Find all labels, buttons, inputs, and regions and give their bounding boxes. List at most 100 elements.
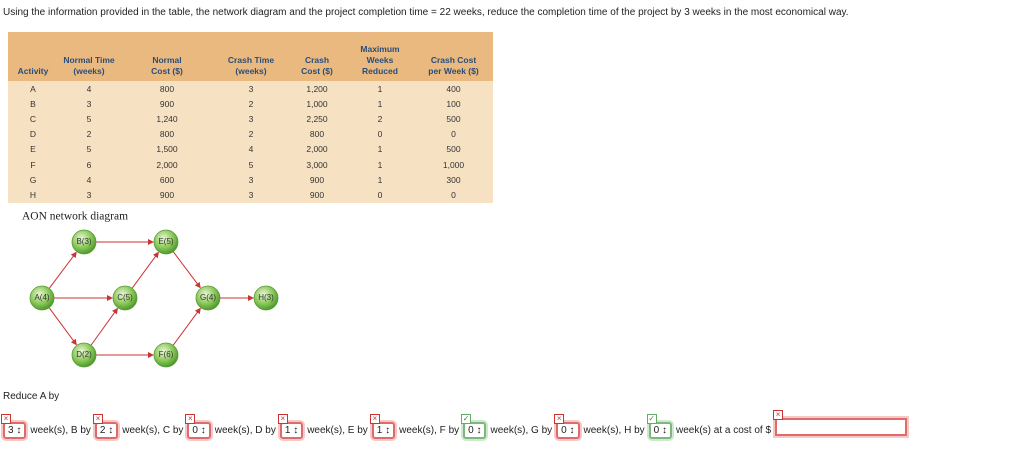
node-label: H(3) (258, 293, 274, 302)
table-cell: 1,240 (120, 111, 214, 127)
week-select[interactable]: 3 ↕ (3, 422, 27, 439)
table-cell: 3 (58, 187, 120, 203)
select-value: 1 (376, 425, 383, 436)
table-cell: C (8, 111, 58, 127)
header-line: Activity (17, 66, 49, 76)
field-suffix: week(s) at a cost of $ (675, 425, 772, 436)
table-cell: 600 (120, 172, 214, 188)
node-label: G(4) (200, 293, 216, 302)
table-cell: 1 (346, 156, 414, 173)
arrow (90, 307, 118, 346)
table-cell: H (8, 187, 58, 203)
activity-node (153, 342, 179, 368)
cost-field: × (773, 410, 908, 439)
table-row: G 4 600 3 900 1 300 (8, 172, 493, 188)
answer-field: ✓ 0 ↕ (461, 414, 487, 439)
arrow (48, 251, 77, 289)
node-label: C(5) (117, 293, 133, 302)
table-row: H 3 900 3 900 0 0 (8, 187, 493, 203)
status-icon: × (92, 414, 103, 424)
select-value: 0 (192, 425, 198, 436)
table-cell: 400 (414, 81, 493, 97)
header-line: Reduced (362, 66, 398, 76)
field-suffix: week(s), F by (399, 425, 460, 436)
activity-node (253, 285, 279, 311)
week-select[interactable]: 1 ↕ (279, 422, 304, 439)
network-diagram: AON network diagram A(4) B(3) C(5) D(2) E(5)… (22, 211, 279, 368)
table-cell: 3 (58, 96, 120, 112)
table-cell: 3 (214, 81, 288, 97)
activity-node (29, 285, 55, 311)
week-select[interactable]: 0 ↕ (463, 422, 487, 439)
table-cell: 1,000 (414, 156, 493, 173)
table-cell: 4 (58, 81, 120, 97)
table-cell: 5 (214, 156, 288, 173)
node-label: A(4) (34, 293, 49, 302)
table-row: D 2 800 2 800 0 0 (8, 126, 493, 142)
activity-node (71, 342, 97, 368)
header-line: Normal Time (63, 55, 115, 65)
select-value: 3 (8, 425, 14, 436)
table-cell: 1,200 (288, 81, 346, 97)
table-cell: 2,000 (288, 141, 346, 157)
select-value: 0 (561, 425, 567, 436)
status-icon: ✓ (461, 414, 472, 424)
table-row: E 5 1,500 4 2,000 1 500 (8, 141, 493, 157)
table-row: A 4 800 3 1,200 1 400 (8, 81, 493, 97)
week-select[interactable]: 1 ↕ (371, 422, 396, 439)
field-suffix: week(s), H by (583, 425, 645, 436)
field-suffix: week(s), E by (307, 425, 368, 436)
table-cell: 1 (346, 81, 414, 97)
table-cell: 500 (414, 111, 493, 127)
table-cell: 2,250 (288, 111, 346, 127)
header-line: Normal (152, 55, 182, 65)
table-cell: D (8, 126, 58, 142)
week-select[interactable]: 0 ↕ (556, 422, 580, 439)
arrow (172, 307, 201, 346)
header-line: (weeks) (73, 66, 105, 76)
table-cell: B (8, 96, 58, 112)
table-cell: 300 (414, 172, 493, 188)
cost-input[interactable] (775, 418, 908, 436)
table-cell: 900 (288, 172, 346, 188)
answer-field: × 0 ↕ (554, 414, 580, 439)
header-line: (weeks) (235, 66, 267, 76)
table-cell: 4 (58, 172, 120, 188)
table-cell: 2 (58, 126, 120, 142)
table-row: C 5 1,240 3 2,250 2 500 (8, 111, 493, 127)
week-select[interactable]: 0 ↕ (187, 422, 211, 439)
table-row: F 6 2,000 5 3,000 1 1,000 (8, 156, 493, 173)
answer-field: ✓ 0 ↕ (646, 414, 672, 439)
table-cell: 1 (346, 141, 414, 157)
field-suffix: week(s), B by (30, 425, 91, 436)
table-cell: 1 (346, 172, 414, 188)
node-label: E(5) (158, 237, 173, 246)
table-cell: 1,500 (120, 141, 214, 157)
activity-table: Activity Normal Time (weeks) Normal Cost ($)… (8, 32, 493, 203)
table-cell: 2,000 (120, 156, 214, 173)
status-icon: × (1, 414, 11, 424)
status-icon: ✓ (646, 414, 657, 424)
header-line: Crash Time (227, 55, 275, 65)
table-cell: 3 (214, 187, 288, 203)
table-cell: 800 (288, 126, 346, 142)
table-cell: 800 (120, 81, 214, 97)
status-icon: × (277, 414, 288, 424)
table-cell: 0 (414, 187, 493, 203)
answer-field: × 0 ↕ (185, 414, 211, 439)
arrow (172, 251, 201, 289)
table-cell: 6 (58, 156, 120, 173)
status-icon: × (369, 414, 380, 424)
table-cell: 500 (414, 141, 493, 157)
diagram-title: AON network diagram (22, 211, 128, 223)
column-header: Normal Time (weeks) (58, 32, 120, 81)
week-select[interactable]: 2 ↕ (94, 422, 119, 439)
status-icon: × (554, 414, 565, 424)
header-line: Cost ($) (301, 66, 333, 76)
week-select[interactable]: 0 ↕ (648, 422, 672, 439)
table-cell: 3 (214, 111, 288, 127)
select-value: 2 (99, 425, 106, 436)
instruction: Using the information provided in the ta… (3, 7, 849, 18)
table-cell: 3,000 (288, 156, 346, 173)
table-cell: 0 (346, 187, 414, 203)
